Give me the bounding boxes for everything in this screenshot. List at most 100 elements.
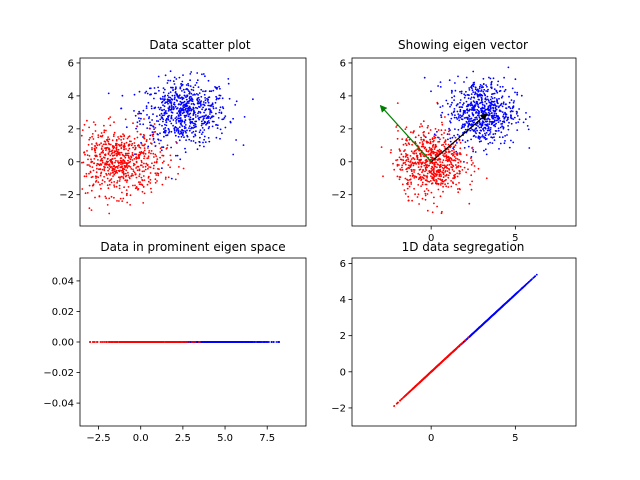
data-point	[496, 84, 499, 86]
data-point	[215, 123, 218, 126]
data-point	[115, 185, 118, 188]
data-point	[426, 172, 429, 175]
data-point	[167, 117, 170, 119]
data-point	[431, 137, 434, 140]
data-point	[413, 187, 415, 190]
data-point	[462, 113, 465, 116]
data-point	[499, 126, 502, 129]
data-point	[417, 193, 420, 196]
data-point	[486, 120, 489, 123]
data-point	[153, 164, 155, 167]
data-point	[140, 133, 142, 136]
data-point	[412, 169, 415, 171]
data-point	[98, 143, 101, 146]
data-point	[156, 341, 159, 343]
y-tick-label: 0	[340, 157, 346, 168]
data-point	[478, 140, 481, 143]
data-point	[498, 117, 500, 119]
data-point	[123, 142, 126, 145]
data-point	[474, 151, 477, 153]
data-point	[192, 122, 195, 125]
data-point	[426, 126, 429, 129]
data-point	[100, 142, 102, 145]
data-point	[161, 124, 163, 127]
data-point	[113, 121, 115, 124]
data-point	[180, 132, 182, 135]
data-point	[430, 191, 433, 194]
data-point	[110, 195, 113, 198]
data-point	[137, 341, 140, 343]
data-point	[459, 90, 461, 93]
data-point	[458, 159, 460, 161]
data-point	[126, 166, 129, 169]
data-point	[200, 104, 202, 107]
data-point	[418, 203, 420, 205]
data-point	[109, 124, 112, 127]
data-point	[197, 110, 200, 113]
data-point	[137, 188, 139, 191]
data-point	[443, 155, 446, 158]
data-point	[380, 146, 383, 149]
data-point	[463, 93, 466, 96]
data-point	[508, 95, 510, 98]
data-point	[174, 91, 177, 94]
data-point	[184, 107, 187, 110]
data-point	[390, 149, 392, 151]
data-point	[163, 95, 166, 98]
data-point	[440, 165, 442, 168]
data-point	[120, 175, 123, 178]
data-point	[188, 105, 191, 108]
data-point	[178, 126, 181, 128]
data-point	[453, 170, 455, 173]
data-point	[460, 118, 463, 120]
data-point	[198, 105, 200, 108]
data-point	[459, 101, 461, 104]
data-point	[432, 143, 435, 146]
data-point	[407, 158, 410, 161]
data-point	[402, 155, 405, 158]
data-point	[497, 127, 500, 130]
data-point	[185, 96, 187, 99]
data-point	[396, 175, 399, 178]
data-point	[479, 122, 481, 125]
data-point	[472, 91, 475, 93]
data-point	[172, 341, 175, 343]
data-point	[449, 120, 451, 122]
data-point	[410, 163, 413, 166]
data-point	[219, 341, 222, 343]
data-point	[150, 152, 152, 155]
data-point	[461, 169, 464, 171]
data-point	[188, 108, 191, 110]
data-point	[153, 97, 155, 100]
data-point	[442, 159, 445, 162]
y-tick-label: 0.02	[52, 307, 74, 318]
data-point	[506, 119, 508, 122]
data-point	[163, 108, 166, 111]
data-point	[107, 152, 110, 155]
data-point	[96, 167, 98, 170]
data-point	[178, 117, 180, 120]
data-point	[470, 163, 473, 166]
data-point	[94, 151, 97, 154]
data-point	[410, 158, 413, 161]
data-point	[167, 92, 170, 95]
data-point	[121, 168, 124, 170]
data-point	[106, 166, 109, 169]
data-point	[263, 341, 266, 343]
data-point	[103, 124, 105, 127]
data-point	[169, 91, 172, 93]
data-point	[135, 153, 138, 156]
data-point	[201, 127, 204, 129]
data-point	[131, 142, 134, 145]
data-point	[153, 123, 156, 125]
data-point	[444, 129, 447, 132]
data-point	[473, 165, 476, 167]
data-point	[481, 124, 484, 127]
data-point	[499, 142, 502, 145]
data-point	[428, 146, 431, 149]
data-point	[514, 78, 517, 81]
data-point	[474, 131, 477, 133]
data-point	[500, 306, 502, 309]
data-point	[442, 143, 445, 146]
data-point	[101, 157, 103, 160]
